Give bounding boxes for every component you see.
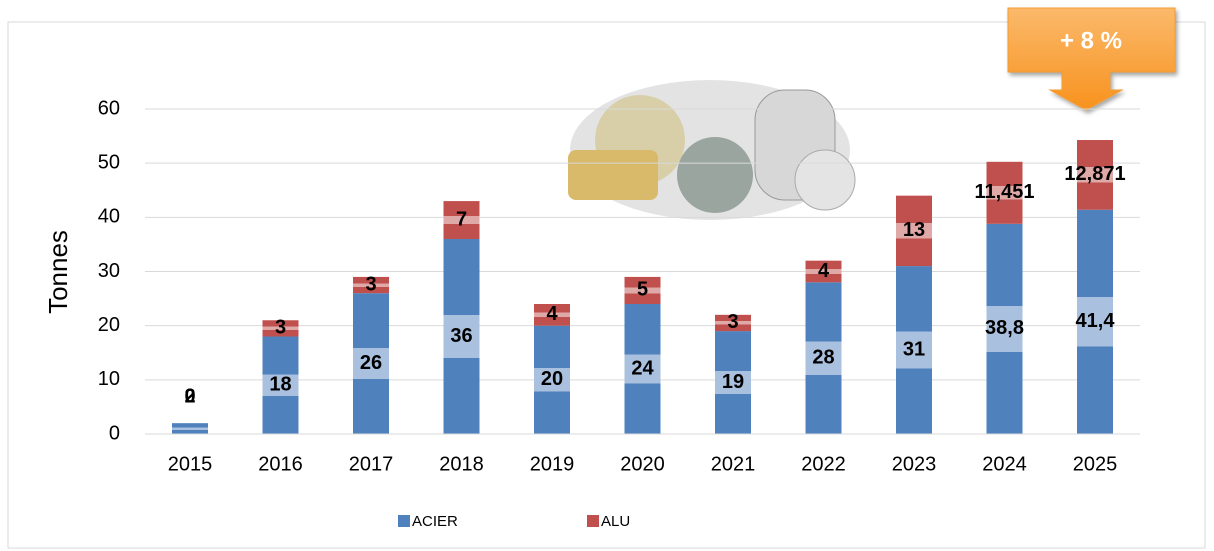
x-tick-label: 2023: [892, 453, 937, 475]
bar-segment: [534, 304, 570, 326]
y-axis-label: Tonnes: [43, 230, 73, 314]
bar-segment: [715, 331, 751, 434]
data-label: 12,871: [1064, 163, 1125, 185]
data-label: 41,4: [1076, 310, 1116, 332]
bar-segment: [986, 223, 1023, 434]
legend-swatch: [398, 515, 410, 527]
bar-segment: [262, 336, 299, 434]
data-label: 3: [727, 311, 738, 333]
data-label: 20: [541, 368, 563, 390]
data-label: 7: [456, 208, 467, 230]
x-tick-label: 2015: [168, 453, 213, 475]
x-tick-label: 2020: [620, 453, 665, 475]
bar-segment: [262, 320, 299, 337]
bar-segment: [1077, 140, 1113, 210]
bar-segment: [443, 239, 480, 434]
bar-segment: [1077, 209, 1113, 434]
legend-swatch: [587, 515, 599, 527]
bar-segment: [805, 282, 842, 434]
bar-segment: [624, 304, 661, 434]
data-label: 3: [275, 317, 286, 339]
callout: [1007, 7, 1176, 111]
bar-segment: [986, 161, 1023, 224]
bar-segment: [896, 266, 932, 434]
data-label: 4: [546, 303, 558, 325]
data-label: 4: [818, 260, 830, 282]
bar-segment: [896, 195, 932, 267]
data-label: 36: [450, 325, 472, 347]
y-tick-label: 0: [109, 422, 120, 444]
x-tick-label: 2018: [439, 453, 484, 475]
data-label: 31: [903, 338, 925, 360]
y-tick-label: 10: [98, 368, 120, 390]
data-label: 24: [631, 357, 654, 379]
data-label: 38,8: [985, 317, 1024, 339]
x-tick-label: 2025: [1073, 453, 1118, 475]
bar-segment: [715, 314, 751, 332]
data-label: 11,451: [974, 181, 1034, 203]
y-tick-label: 40: [98, 206, 120, 228]
annotation: + 8 %: [1060, 27, 1122, 54]
y-tick-label: 50: [98, 151, 120, 173]
bar-segment: [353, 293, 389, 434]
bar-segment: [805, 260, 842, 283]
bar-segment: [353, 276, 389, 294]
bar-segment: [534, 325, 570, 434]
data-label: 18: [269, 374, 291, 396]
data-label: 5: [637, 279, 648, 301]
legend-label: ACIER: [412, 513, 458, 530]
legend-label: ALU: [601, 513, 630, 530]
data-label: 19: [722, 371, 744, 393]
x-tick-label: 2016: [258, 453, 303, 475]
bar-segment: [624, 276, 661, 304]
y-tick-label: 20: [98, 314, 120, 336]
data-label: 2: [184, 385, 195, 407]
y-tick-label: 30: [98, 260, 120, 282]
y-tick-label: 60: [98, 97, 120, 119]
x-tick-label: 2017: [349, 453, 394, 475]
data-label: 13: [903, 219, 925, 241]
data-label: 28: [812, 346, 834, 368]
bar-segment: [443, 201, 480, 239]
x-tick-label: 2024: [982, 453, 1027, 475]
x-tick-label: 2021: [711, 453, 756, 475]
x-tick-label: 2019: [530, 453, 575, 475]
x-tick-label: 2022: [801, 453, 846, 475]
cans-picture: [568, 80, 856, 220]
bar-segment: [172, 423, 208, 434]
data-label: 3: [365, 273, 376, 295]
data-label: 26: [360, 352, 382, 374]
data-label: 0: [184, 385, 195, 407]
